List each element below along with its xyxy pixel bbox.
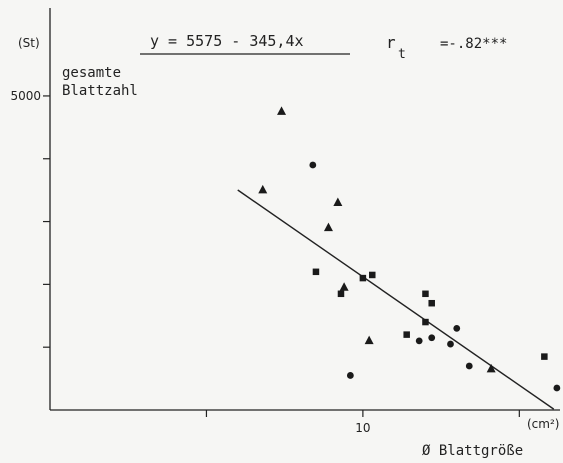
correlation-subscript: t [398,47,406,62]
square-point [422,318,429,326]
square-point [422,290,429,298]
triangle-point [364,335,374,345]
circle-point [428,334,436,342]
y-tick-label: 5000 [10,89,41,103]
triangle-point [486,363,496,373]
x-tick-label: 10 [355,421,370,435]
data-points [258,106,561,392]
correlation-symbol: r [386,33,396,52]
circle-point [309,161,317,169]
y-ticks: 5000 [10,89,50,348]
square-point [403,331,410,338]
triangle-point [277,106,287,115]
axes [49,8,560,411]
square-point [359,274,367,282]
square-point [369,271,376,279]
circle-point [346,372,354,379]
square-point [312,268,320,276]
regression-equation: y = 5575 - 345,4x [150,32,304,50]
x-axis-label: Ø Blattgröße [422,443,523,459]
square-point [541,353,548,360]
y-unit-label: (St) [18,36,40,50]
circle-point [553,384,561,392]
y-axis-label-line1: gesamte [62,65,121,81]
square-point [428,299,435,307]
circle-point [447,340,454,348]
regression-line [237,189,555,410]
x-unit-label: (cm²) [527,417,559,431]
correlation-value: =-.82*** [440,36,507,52]
circle-point [415,337,423,345]
regression-layer [237,189,555,410]
y-axis-label-line2: Blattzahl [62,83,138,99]
triangle-point [339,282,349,291]
square-point [337,290,345,298]
circle-point [465,362,473,370]
triangle-point [333,197,343,206]
triangle-point [258,184,268,194]
circle-point [453,324,461,332]
x-ticks: 10 [205,410,520,435]
triangle-point [323,222,333,232]
